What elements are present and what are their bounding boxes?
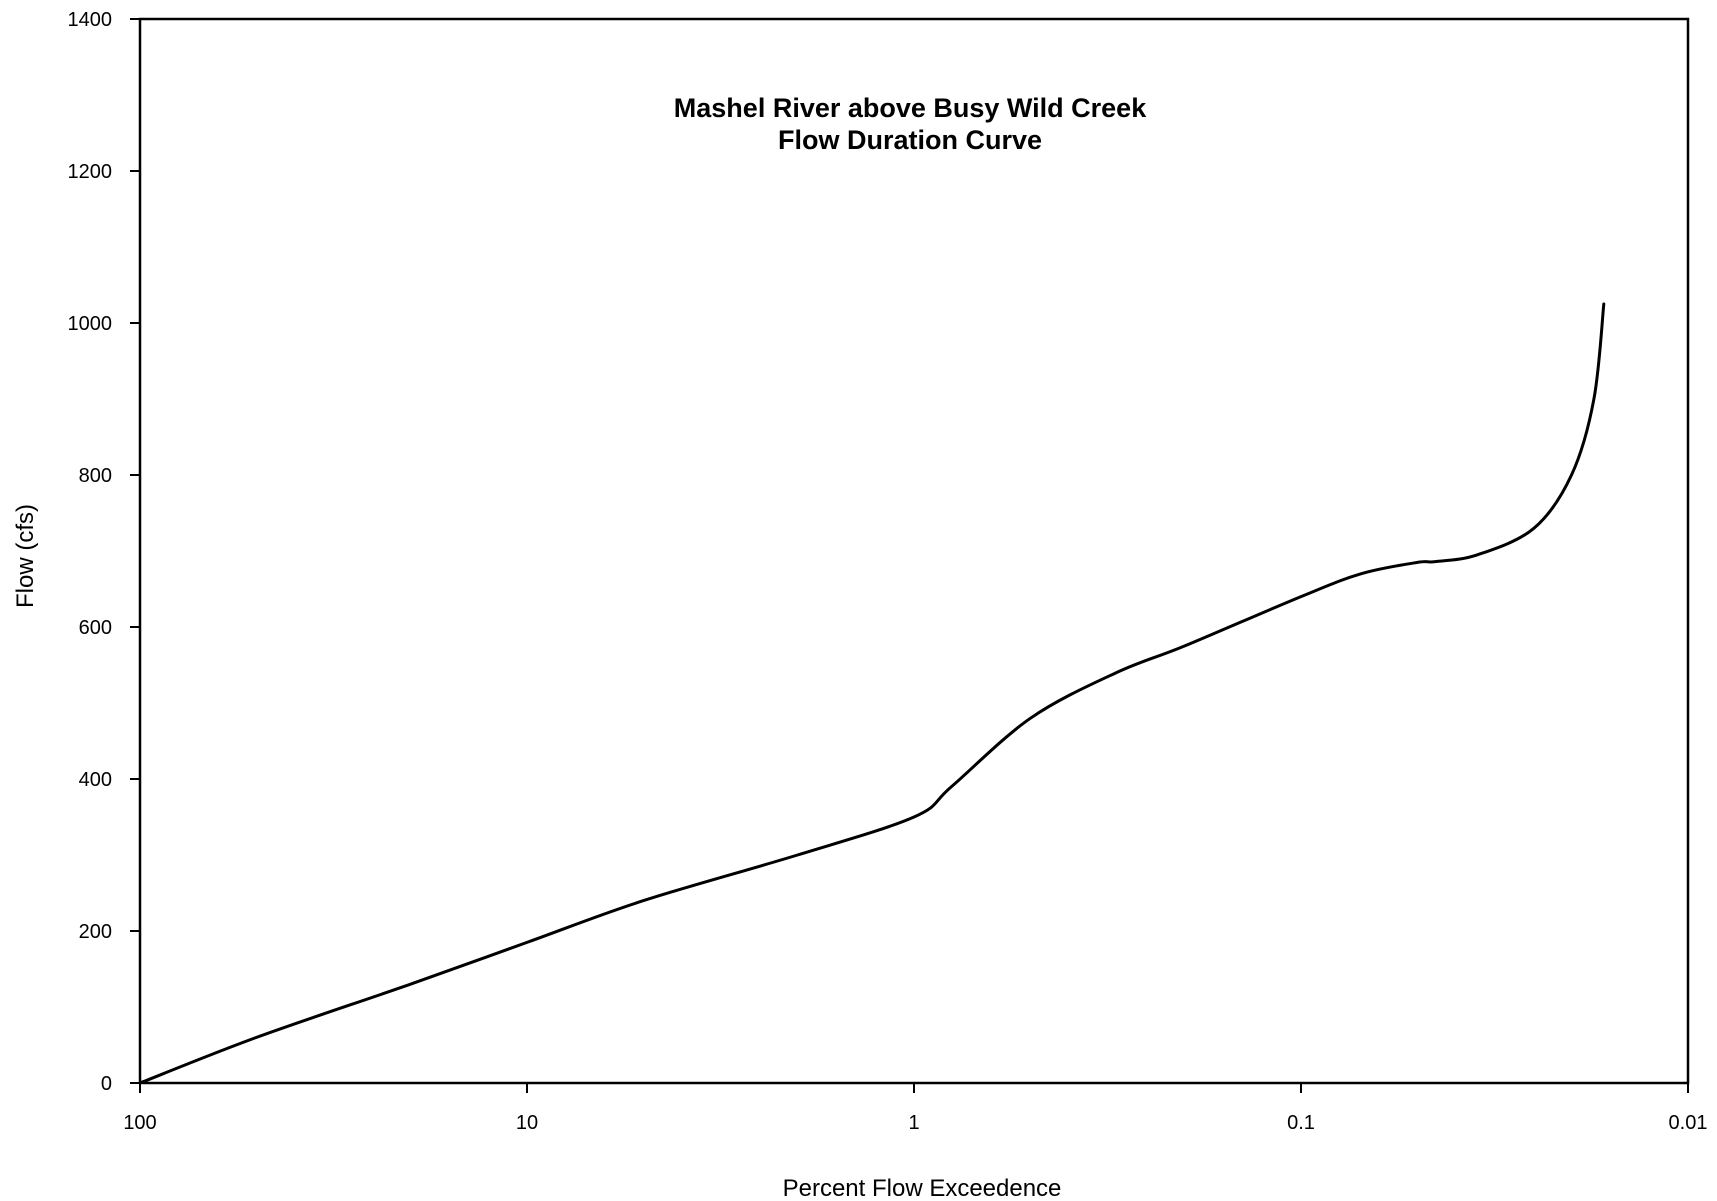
- x-tick-label: 100: [123, 1112, 156, 1134]
- y-tick-label: 600: [79, 617, 112, 639]
- chart-subtitle: Flow Duration Curve: [778, 125, 1042, 155]
- x-axis-ticks: 100 10 1 0.1 0.01: [123, 1083, 1707, 1134]
- y-tick-label: 400: [79, 769, 112, 791]
- plot-frame: [138, 17, 1690, 1085]
- y-tick-label: 0: [101, 1073, 112, 1095]
- x-tick-label: 1: [908, 1112, 919, 1134]
- flow-duration-line: [138, 302, 1606, 1085]
- x-tick-label: 10: [516, 1112, 538, 1134]
- y-tick-label: 1200: [68, 161, 113, 183]
- plot-border: [138, 17, 1690, 1085]
- y-tick-label: 1000: [68, 313, 113, 335]
- y-tick-label: 800: [79, 465, 112, 487]
- y-tick-label: 1400: [68, 9, 113, 31]
- chart-title: Mashel River above Busy Wild Creek: [674, 93, 1147, 123]
- series-layer: [138, 302, 1606, 1085]
- y-axis-ticks: 0 200 400 600 800 1000 1200 1400: [68, 9, 140, 1095]
- y-axis-label: Flow (cfs): [12, 504, 39, 608]
- x-tick-label: 0.01: [1669, 1112, 1708, 1134]
- x-tick-label: 0.1: [1287, 1112, 1315, 1134]
- y-tick-label: 200: [79, 921, 112, 943]
- x-axis-label: Percent Flow Exceedence: [783, 1175, 1062, 1201]
